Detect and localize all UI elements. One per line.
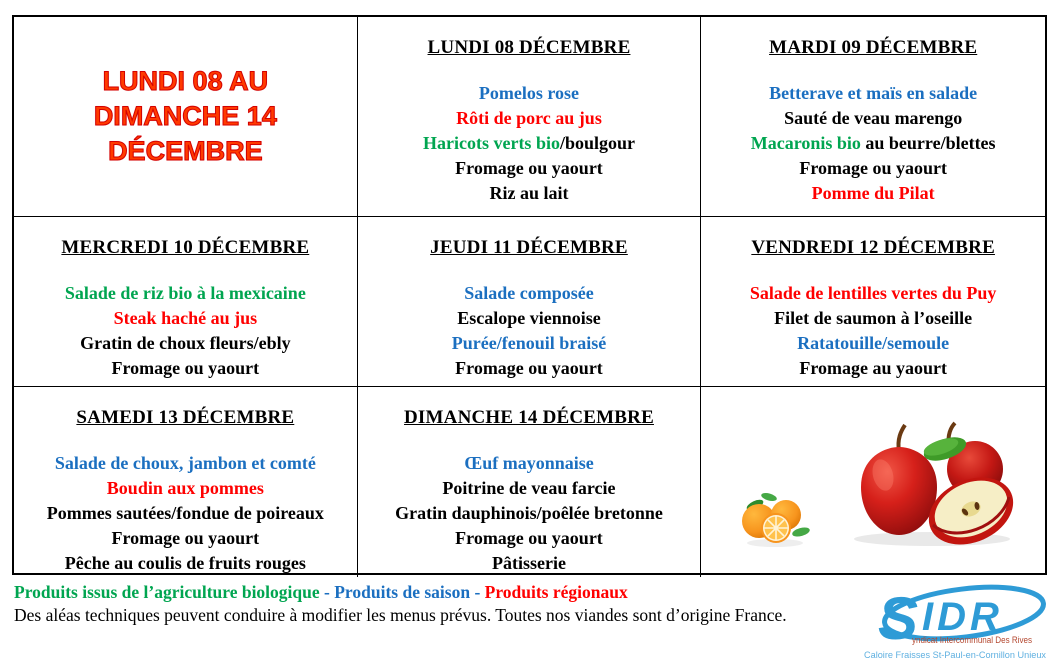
day-cell-lundi: LUNDI 08 DÉCEMBRE Pomelos rose Rôti de po… (357, 17, 702, 217)
day-cell-mardi: MARDI 09 DÉCEMBRE Betterave et maïs en s… (701, 17, 1045, 217)
logo-letter-s: S (878, 585, 918, 652)
menu-item: Haricots verts bio/boulgour (422, 133, 635, 153)
menu-item: Flanby (358, 381, 701, 386)
menu-item: Pomelos rose (478, 83, 580, 103)
week-title: LUNDI 08 AU DIMANCHE 14 DÉCEMBRE (14, 64, 357, 169)
logo-communes: Caloire Fraisses St-Paul-en-Cornillon Un… (864, 650, 1046, 661)
menu-item: Fromage ou yaourt (799, 158, 947, 178)
day-title: DIMANCHE 14 DÉCEMBRE (404, 407, 654, 428)
week-title-cell: LUNDI 08 AU DIMANCHE 14 DÉCEMBRE (14, 17, 358, 217)
weekly-menu-table: LUNDI 08 AU DIMANCHE 14 DÉCEMBRE LUNDI 0… (12, 15, 1047, 577)
sidr-logo-image: S IDR yndicat Intercommunal Des Rives Ca… (864, 584, 1046, 661)
day-cell-mercredi: MERCREDI 10 DÉCEMBRE Salade de riz bio à… (14, 217, 358, 387)
menu-list: Salade de choux, jambon et comté Boudin a… (14, 451, 357, 576)
menu-item: Gratin de choux fleurs/ebly (80, 333, 291, 353)
menu-item: Riz au lait (489, 183, 569, 203)
menu-item: Filet de saumon à l’oseille (774, 308, 973, 328)
orange-half (761, 513, 792, 543)
menu-item: Purée/fenouil braisé (451, 333, 607, 353)
disclaimer-text: Des aléas techniques peuvent conduire à … (14, 605, 787, 625)
menu-item: Pâtisserie (492, 553, 566, 573)
apples-image (854, 421, 1014, 546)
menu-item: Pomme du Pilat (811, 183, 935, 203)
apple-half (929, 477, 1014, 545)
menu-item: Fromage au yaourt (799, 358, 947, 378)
menu-item: Orange (14, 381, 357, 386)
menu-item: Ratatouille/semoule (797, 333, 950, 353)
week-title-line1: LUNDI 08 AU (102, 65, 269, 96)
day-title: LUNDI 08 DÉCEMBRE (427, 37, 631, 58)
menu-item: Fromage ou yaourt (111, 528, 260, 548)
day-cell-vendredi: VENDREDI 12 DÉCEMBRE Salade de lentilles… (701, 217, 1045, 387)
menu-item: Escalope viennoise (457, 308, 601, 328)
menu-item: Salade de riz bio à la mexicaine (64, 283, 306, 303)
day-title: MARDI 09 DÉCEMBRE (769, 37, 978, 58)
menu-item: Salade de lentilles vertes du Puy (749, 283, 997, 303)
menu-list: Œuf mayonnaise Poitrine de veau farcie Gra… (358, 451, 701, 576)
logo-subtitle: yndicat Intercommunal Des Rives (912, 635, 1032, 645)
day-title: MERCREDI 10 DÉCEMBRE (61, 237, 310, 258)
day-cell-dimanche: DIMANCHE 14 DÉCEMBRE Œuf mayonnaise Poitr… (358, 387, 702, 577)
oranges-image (742, 493, 811, 547)
menu-item: Fromage ou yaourt (455, 158, 603, 178)
menu-item: Betterave et maïs en salade (769, 83, 978, 103)
menu-item: Salade de choux, jambon et comté (54, 453, 316, 473)
day-title: SAMEDI 13 DÉCEMBRE (76, 407, 295, 428)
menu-item: Gratin dauphinois/poêlée bretonne (395, 503, 663, 523)
menu-list: Betterave et maïs en salade Sauté de veau… (701, 81, 1045, 206)
menu-item: Banane (701, 381, 1045, 386)
menu-item: Pêche au coulis de fruits rouges (64, 553, 306, 573)
week-title-line2: DIMANCHE 14 DÉCEMBRE (93, 100, 277, 167)
day-cell-jeudi: JEUDI 11 DÉCEMBRE Salade composée Escalop… (357, 217, 702, 387)
menu-item: Pommes sautées/fondue de poireaux (46, 503, 324, 523)
sidr-logo: S IDR yndicat Intercommunal Des Rives Ca… (860, 583, 1050, 665)
menu-item: Fromage ou yaourt (455, 528, 603, 548)
menu-list: Salade composée Escalope viennoise Purée/f… (358, 281, 701, 386)
menu-item: Œuf mayonnaise (464, 453, 594, 473)
menu-list: Salade de riz bio à la mexicaine Steak ha… (14, 281, 357, 386)
menu-item: Sauté de veau marengo (784, 108, 963, 128)
day-cell-samedi: SAMEDI 13 DÉCEMBRE Salade de choux, jamb… (14, 387, 358, 577)
menu-list: Pomelos rose Rôti de porc au jus Haricots … (358, 81, 701, 206)
menu-item: Fromage ou yaourt (111, 358, 260, 378)
menu-item: Poitrine de veau farcie (442, 478, 616, 498)
logo-letters-idr: IDR (922, 595, 1003, 639)
menu-list: Salade de lentilles vertes du Puy Filet d… (701, 281, 1045, 386)
menu-item: Salade composée (464, 283, 594, 303)
legend-line: Produits issus de l’agriculture biologiq… (14, 582, 628, 602)
menu-item: Steak haché au jus (113, 308, 258, 328)
day-title: JEUDI 11 DÉCEMBRE (430, 237, 628, 258)
menu-item: Fromage ou yaourt (455, 358, 603, 378)
day-title: VENDREDI 12 DÉCEMBRE (751, 237, 995, 258)
menu-item: Rôti de porc au jus (456, 108, 602, 128)
fruit-image-cell (701, 387, 1045, 577)
menu-item: Macaronis bio au beurre/blettes (750, 133, 996, 153)
menu-item: Boudin aux pommes (106, 478, 264, 498)
